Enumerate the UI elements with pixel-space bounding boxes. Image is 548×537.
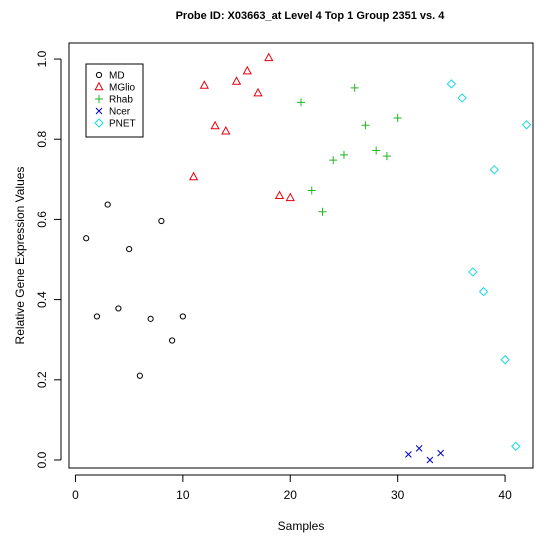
- x-tick-label: 20: [284, 488, 298, 502]
- data-point-md: [147, 315, 154, 322]
- legend-marker-rhab: [95, 95, 103, 103]
- data-point-pnet: [478, 286, 489, 297]
- y-tick-label: 0.8: [35, 131, 49, 148]
- data-point-md: [169, 337, 176, 344]
- data-point-mglio: [253, 87, 263, 97]
- data-point-md: [93, 313, 101, 320]
- y-tick-label: 0.6: [35, 211, 49, 228]
- data-point-rhab: [318, 207, 327, 216]
- data-point-rhab: [339, 150, 348, 159]
- data-point-ncer: [415, 445, 423, 452]
- data-point-mglio: [231, 76, 242, 85]
- data-point-rhab: [393, 113, 402, 122]
- legend-label-ncer: Ncer: [109, 107, 131, 118]
- legend-marker-md: [95, 71, 103, 79]
- data-point-mglio: [199, 80, 209, 89]
- x-axis: 0 10 20 30 40: [72, 474, 512, 502]
- data-point-rhab: [372, 146, 381, 155]
- data-point-mglio: [210, 120, 220, 130]
- chart-title: Probe ID: X03663_at Level 4 Top 1 Group …: [176, 10, 446, 22]
- data-point-rhab: [297, 98, 305, 107]
- legend-label-md: MD: [109, 71, 125, 82]
- data-point-md: [115, 305, 122, 312]
- data-points: [83, 52, 532, 464]
- data-point-pnet: [500, 355, 510, 365]
- data-point-rhab: [350, 83, 359, 92]
- plot-frame: [68, 42, 534, 469]
- y-axis: 0.0 0.2 0.4 0.6 0.8 1.0: [35, 50, 62, 468]
- x-tick-label: 0: [72, 488, 79, 502]
- x-tick-label: 30: [391, 488, 405, 502]
- data-point-md: [136, 372, 143, 379]
- y-tick-label: 1.0: [35, 50, 49, 67]
- legend-label-mglio: MGlio: [109, 83, 136, 94]
- data-point-pnet: [511, 441, 521, 452]
- data-point-rhab: [329, 156, 338, 165]
- data-point-mglio: [221, 125, 231, 135]
- data-point-rhab: [382, 152, 391, 161]
- y-tick-label: 0.2: [35, 371, 49, 388]
- legend-label-rhab: Rhab: [109, 95, 133, 106]
- legend-label-pnet: PNET: [109, 119, 136, 130]
- data-point-mglio: [188, 171, 199, 181]
- data-point-md: [158, 217, 165, 225]
- data-point-pnet: [521, 120, 532, 130]
- data-point-mglio: [285, 192, 295, 202]
- data-point-md: [179, 313, 186, 320]
- x-axis-label: Samples: [278, 519, 325, 533]
- legend-box: [85, 63, 144, 138]
- data-point-pnet: [457, 93, 467, 103]
- data-point-ncer: [426, 456, 434, 464]
- data-point-rhab: [361, 121, 370, 130]
- data-point-md: [104, 201, 111, 208]
- data-point-rhab: [307, 186, 316, 195]
- data-point-mglio: [264, 52, 274, 62]
- legend-marker-mglio: [94, 81, 104, 91]
- x-tick-label: 40: [498, 488, 512, 502]
- data-point-ncer: [437, 449, 444, 457]
- y-tick-label: 0.0: [35, 451, 49, 468]
- legend-marker-ncer: [95, 107, 103, 115]
- data-point-md: [126, 245, 133, 253]
- data-point-mglio: [274, 190, 285, 200]
- data-point-pnet: [489, 164, 500, 175]
- data-point-md: [83, 235, 90, 242]
- data-point-pnet: [468, 267, 478, 277]
- data-point-ncer: [405, 451, 412, 458]
- y-axis-label: Relative Gene Expression Values: [13, 167, 27, 345]
- y-tick-label: 0.4: [35, 291, 49, 308]
- x-tick-label: 10: [176, 488, 190, 502]
- legend-marker-pnet: [94, 118, 104, 128]
- data-point-pnet: [446, 79, 457, 89]
- plot-area: [68, 42, 534, 469]
- data-point-mglio: [242, 65, 252, 75]
